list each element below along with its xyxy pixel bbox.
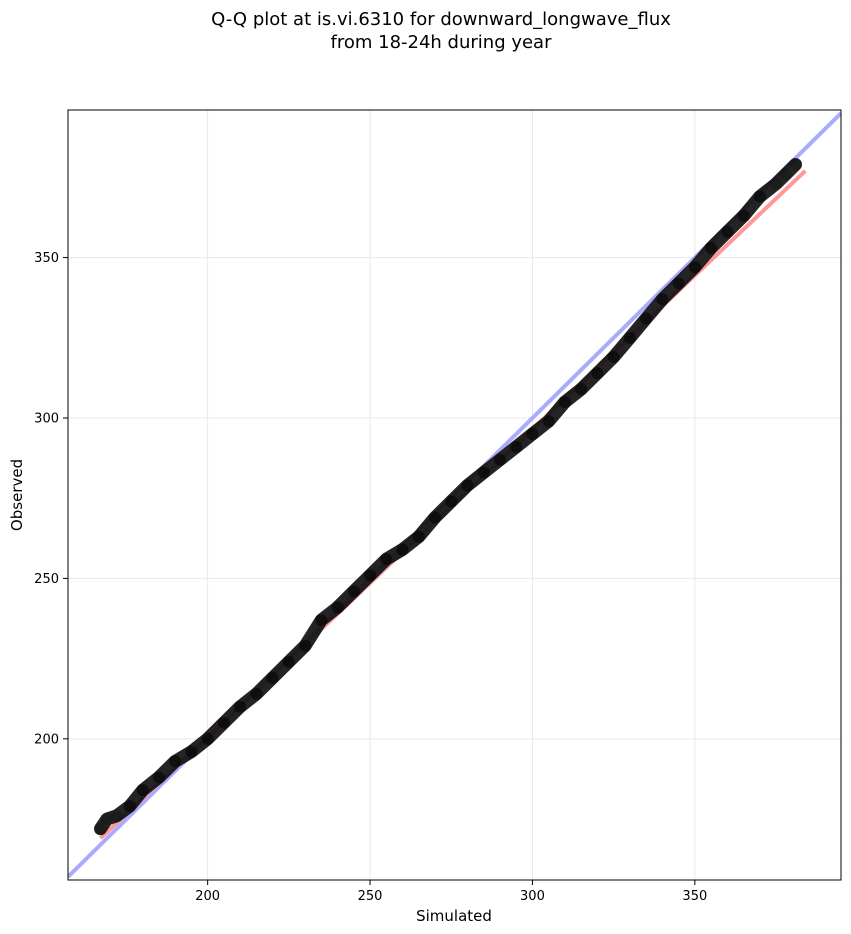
quantile-point <box>510 440 523 453</box>
y-tick-label: 250 <box>34 572 59 587</box>
chart-title-line-2: from 18-24h during year <box>331 32 553 53</box>
quantile-point <box>380 553 393 566</box>
quantile-point <box>779 168 792 181</box>
quantile-point <box>493 453 506 466</box>
quantile-point <box>461 479 474 492</box>
quantile-point <box>640 312 653 325</box>
grid-lines <box>68 110 841 880</box>
quantile-point <box>429 511 442 524</box>
quantile-point <box>169 755 182 768</box>
quantile-point <box>542 415 555 428</box>
y-tick-label: 300 <box>34 412 59 427</box>
quantile-points <box>94 158 802 836</box>
quantile-point <box>445 495 458 508</box>
x-tick-label: 350 <box>682 889 707 904</box>
quantile-point <box>672 277 685 290</box>
quantile-point <box>234 700 247 713</box>
x-tick-label: 200 <box>195 889 220 904</box>
quantile-point <box>217 716 230 729</box>
quantile-point <box>201 732 214 745</box>
quantile-point <box>575 383 588 396</box>
quantile-point <box>789 158 802 171</box>
axis-ticks: 200 250 300 350 200 250 300 350 <box>34 251 707 904</box>
chart-title-line-1: Q-Q plot at is.vi.6310 for downward_long… <box>211 9 671 30</box>
quantile-point <box>705 241 718 254</box>
quantile-point <box>266 671 279 684</box>
quantile-point <box>753 190 766 203</box>
quantile-point <box>477 466 490 479</box>
quantile-point <box>123 800 136 813</box>
y-tick-label: 350 <box>34 251 59 266</box>
x-tick-label: 250 <box>358 889 383 904</box>
quantile-point <box>185 745 198 758</box>
x-axis-label: Simulated <box>416 907 492 925</box>
quantile-point <box>656 293 669 306</box>
quantile-point <box>688 261 701 274</box>
quantile-point <box>94 822 107 835</box>
quantile-point <box>737 209 750 222</box>
quantile-point <box>250 687 263 700</box>
plot-frame <box>67 109 842 881</box>
quantile-point <box>591 367 604 380</box>
quantile-point <box>136 784 149 797</box>
quantile-point <box>282 655 295 668</box>
quantile-point <box>315 614 328 627</box>
quantile-point <box>396 543 409 556</box>
quantile-point <box>100 813 113 826</box>
quantile-point <box>299 639 312 652</box>
quantile-point <box>364 569 377 582</box>
x-tick-label: 300 <box>520 889 545 904</box>
quantile-point <box>623 331 636 344</box>
y-axis-label: Observed <box>8 459 26 531</box>
quantile-point <box>558 395 571 408</box>
y-tick-label: 200 <box>34 732 59 747</box>
quantile-point <box>110 809 123 822</box>
quantile-point <box>331 601 344 614</box>
quantile-point <box>526 428 539 441</box>
quantile-point <box>607 351 620 364</box>
quantile-point <box>721 225 734 238</box>
quantile-point <box>412 530 425 543</box>
quantile-point <box>152 771 165 784</box>
quantile-point <box>347 585 360 598</box>
quantile-trace <box>94 158 802 836</box>
quantile-point <box>770 177 783 190</box>
